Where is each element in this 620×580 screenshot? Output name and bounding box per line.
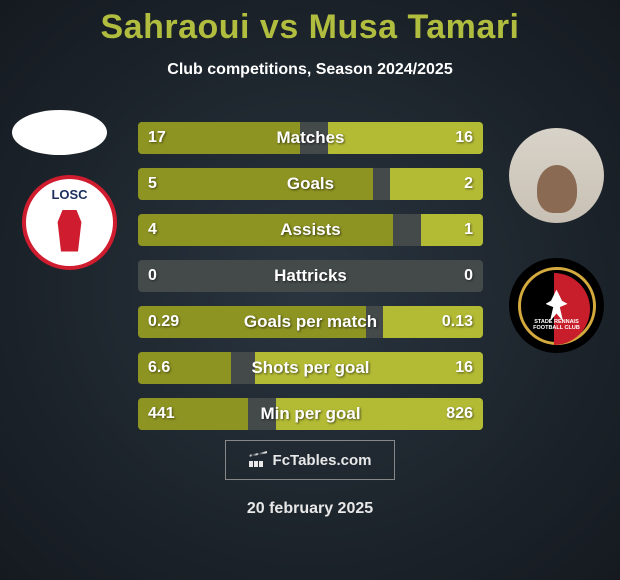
stat-row: 17 16 Matches [138,122,483,154]
stat-value-right: 16 [455,359,473,377]
stat-value-left: 4 [148,221,157,239]
stat-row: 0.29 0.13 Goals per match [138,306,483,338]
stat-value-left: 6.6 [148,359,170,377]
player-right-avatar [509,128,604,223]
stat-row: 4 1 Assists [138,214,483,246]
stat-value-right: 16 [455,129,473,147]
stat-label: Hattricks [274,266,347,286]
page-title: Sahraoui vs Musa Tamari [0,0,620,47]
club-right-badge: STADE RENNAIS FOOTBALL CLUB [509,258,604,353]
player-right-face-icon [537,165,577,213]
footer-brand: FcTables.com [225,440,395,480]
subtitle: Club competitions, Season 2024/2025 [0,61,620,79]
bar-left [138,168,373,200]
bar-left [138,214,393,246]
club-left-text: LOSC [51,187,87,202]
barchart-icon [249,453,267,467]
stat-label: Assists [280,220,340,240]
stat-value-left: 0.29 [148,313,179,331]
footer-brand-text: FcTables.com [273,452,372,469]
stat-label: Goals per match [244,312,377,332]
stat-value-right: 0.13 [442,313,473,331]
stat-value-left: 0 [148,267,157,285]
stat-row: 5 2 Goals [138,168,483,200]
stat-value-right: 2 [464,175,473,193]
stat-value-right: 826 [446,405,473,423]
stat-value-left: 441 [148,405,175,423]
stat-row: 441 826 Min per goal [138,398,483,430]
stat-label: Matches [276,128,344,148]
club-left-badge: LOSC [22,175,117,270]
losc-dog-icon [53,210,87,252]
date-text: 20 february 2025 [247,500,373,518]
stat-label: Min per goal [260,404,360,424]
stat-row: 0 0 Hattricks [138,260,483,292]
stat-label: Goals [287,174,334,194]
stat-value-left: 5 [148,175,157,193]
stat-label: Shots per goal [251,358,369,378]
stats-chart: 17 16 Matches 5 2 Goals 4 1 Assists 0 0 Hattricks 0.… [138,122,483,444]
bar-right [421,214,483,246]
stat-row: 6.6 16 Shots per goal [138,352,483,384]
stat-value-right: 1 [464,221,473,239]
player-left-avatar [12,110,107,155]
stat-value-left: 17 [148,129,166,147]
club-right-text: STADE RENNAIS FOOTBALL CLUB [521,319,593,331]
stat-value-right: 0 [464,267,473,285]
